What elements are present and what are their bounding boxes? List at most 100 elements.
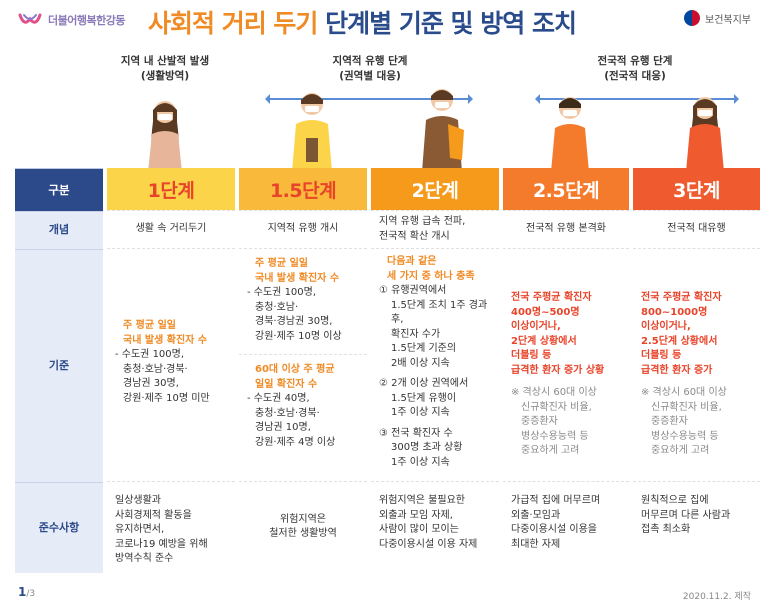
stage-criteria: 주 평균 일일 국내 발생 확진자 수 - 수도권 100명, 충청·호남· 경… [239,248,367,481]
row-header-column: 구분 개념 기준 준수사항 [15,168,103,573]
criteria-detail: 강원·제주 4명 이상 [255,436,336,448]
criteria-note: ※ 격상시 60대 이상 [641,387,727,398]
regional-range-arrow [265,94,473,104]
page-indicator: 1/3 [18,585,35,599]
criteria-highlight: 더블링 등 [511,350,552,361]
phase-label-line: (생활방역) [140,70,190,82]
criteria-highlight: 60대 이상 주 평균 [255,364,335,375]
criteria-detail: - 수도권 100명, [115,349,185,360]
stage-criteria: 다음과 같은 세 가지 중 하나 충족 ① 유행권역에서 1.5단계 조치 1주… [371,248,499,481]
criteria-item: ① 유행권역에서 [379,285,447,296]
criteria-highlight: 주 평균 일일 [123,320,176,331]
criteria-highlight: 400명~500명 [511,306,580,318]
stage-column-2: 2단계 지역 유행 급속 전파, 전국적 확산 개시 다음과 같은 세 가지 중… [367,168,499,572]
compliance-line: 외출·모임과 [511,509,561,521]
compliance-line: 원칙적으로 집에 [641,495,709,506]
concept-line: 전국적 확산 개시 [379,230,450,242]
compliance-line: 접촉 최소화 [641,524,691,535]
logo-mark-icon [18,13,42,24]
row-header-compliance: 준수사항 [15,482,103,573]
criteria-highlight: 국내 발생 확진자 수 [255,272,340,284]
stage-concept: 전국적 유행 본격화 [503,210,629,248]
criteria-highlight: 2단계 상황에서 [511,335,577,347]
page-total: /3 [26,589,36,599]
stage-column-3: 3단계 전국적 대유행 전국 주평균 확진자 800~1000명 이상이거나, … [629,168,760,572]
title-highlight: 사회적 거리 두기 [148,9,318,38]
criteria-item: 300명 초과 상황 [391,442,463,453]
criteria-detail: 충청·호남· [255,301,299,313]
criteria-note: ※ 격상시 60대 이상 [511,387,597,398]
stage-column-1: 1단계 생활 속 거리두기 주 평균 일일 국내 발생 확진자 수 - 수도권 … [103,168,235,572]
criteria-highlight: 세 가지 중 하나 충족 [387,270,475,282]
criteria-item: 1.5단계 기준의 [391,343,457,354]
criteria-note: 신규확진자 비율, [521,401,592,413]
stage-header: 1.5단계 [239,168,367,210]
criteria-detail: 충청·호남·경북· [255,407,320,419]
logo-text: 더불어행복한강동 [48,14,125,27]
person-5-icon [686,97,724,172]
compliance-line: 코로나19 예방을 위해 [115,538,208,550]
illustration-scene: 지역 내 산발적 발생 (생활방역) 지역적 유행 단계 (권역별 대응) 전국… [0,44,773,172]
taegeuk-icon [684,10,700,26]
phase-label-line: 전국적 유행 단계 [597,55,673,67]
district-logo: 더불어행복한강동 [18,8,125,32]
criteria-detail: 경남권 10명, [255,422,311,433]
stage-criteria: 전국 주평균 확진자 800~1000명 이상이거나, 2.5단계 상황에서 더… [633,248,760,481]
page-number: 1 [18,585,27,599]
phase-label-line: (전국적 대응) [604,70,666,82]
criteria-note: 병상수용능력 등 [521,430,589,442]
criteria-note: 중요하게 고려 [651,445,710,456]
title-rest: 단계별 기준 및 방역 조치 [325,9,577,38]
criteria-item: 1.5단계 조치 1주 경과 후, [391,299,488,326]
stage-header: 1단계 [107,168,235,210]
person-2-icon [292,93,332,172]
criteria-item: 1.5단계 유행이 [391,392,457,404]
criteria-highlight: 전국 주평균 확진자 [511,292,592,303]
stage-concept: 생활 속 거리두기 [107,210,235,248]
criteria-note: 중요하게 고려 [521,445,580,456]
compliance-line: 위험지역은 [280,513,326,525]
criteria-note: 중증환자 [521,416,558,427]
criteria-highlight: 일일 확진자 수 [255,378,318,390]
criteria-item: ② 2개 이상 권역에서 [379,378,469,389]
criteria-highlight: 이상이거나, [511,321,561,332]
stage-column-1-5: 1.5단계 지역적 유행 개시 주 평균 일일 국내 발생 확진자 수 - 수도… [235,168,367,572]
phase-label-line: 지역적 유행 단계 [332,55,408,67]
compliance-line: 최대한 자제 [511,538,561,550]
compliance-line: 사회경제적 활동을 [115,509,192,521]
page-title: 사회적 거리 두기 단계별 기준 및 방역 조치 [148,4,577,40]
phase-label-regional: 지역적 유행 단계 (권역별 대응) [320,54,420,84]
criteria-detail: 강원·제주 10명 이상 [255,330,342,342]
compliance-line: 외출과 모임 자제, [379,509,453,521]
stage-concept: 지역 유행 급속 전파, 전국적 확산 개시 [371,210,499,248]
criteria-detail: 충청·호남·경북· [123,363,188,375]
stage-compliance: 위험지역은 불필요한 외출과 모임 자제, 사람이 많이 모이는 다중이용시설 … [371,481,499,572]
compliance-line: 머무르며 다른 사람과 [641,509,731,521]
compliance-line: 일상생활과 [115,495,161,506]
criteria-highlight: 2.5단계 상황에서 [641,335,718,347]
criteria-highlight: 800~1000명 [641,306,708,318]
person-3-icon [422,89,464,172]
stage-column-2-5: 2.5단계 전국적 유행 본격화 전국 주평균 확진자 400명~500명 이상… [499,168,629,572]
criteria-detail: 경남권 30명, [123,378,179,389]
criteria-highlight: 전국 주평균 확진자 [641,292,722,303]
stage-criteria: 전국 주평균 확진자 400명~500명 이상이거나, 2단계 상황에서 더블링… [503,248,629,481]
national-range-arrow [535,94,739,104]
compliance-line: 철저한 생활방역 [269,528,337,539]
criteria-item: 1주 이상 지속 [391,456,450,468]
stage-compliance: 가급적 집에 머무르며 외출·모임과 다중이용시설 이용을 최대한 자제 [503,481,629,572]
stage-concept: 지역적 유행 개시 [239,210,367,248]
stage-compliance: 일상생활과 사회경제적 활동을 유지하면서, 코로나19 예방을 위해 방역수칙… [107,481,235,572]
criteria-divider [239,354,367,355]
compliance-line: 사람이 많이 모이는 [379,524,459,535]
compliance-line: 위험지역은 불필요한 [379,495,465,506]
compliance-line: 방역수칙 준수 [115,553,174,564]
concept-line: 지역 유행 급속 전파, [379,216,466,227]
criteria-note: 병상수용능력 등 [651,430,719,442]
compliance-line: 다중이용시설 이용을 [511,524,597,535]
criteria-item: 확진자 수가 [391,328,441,340]
phase-label-national: 전국적 유행 단계 (전국적 대응) [590,54,680,84]
compliance-line: 가급적 집에 머무르며 [511,495,601,506]
criteria-highlight: 다음과 같은 [387,256,437,267]
stage-concept: 전국적 대유행 [633,210,760,248]
